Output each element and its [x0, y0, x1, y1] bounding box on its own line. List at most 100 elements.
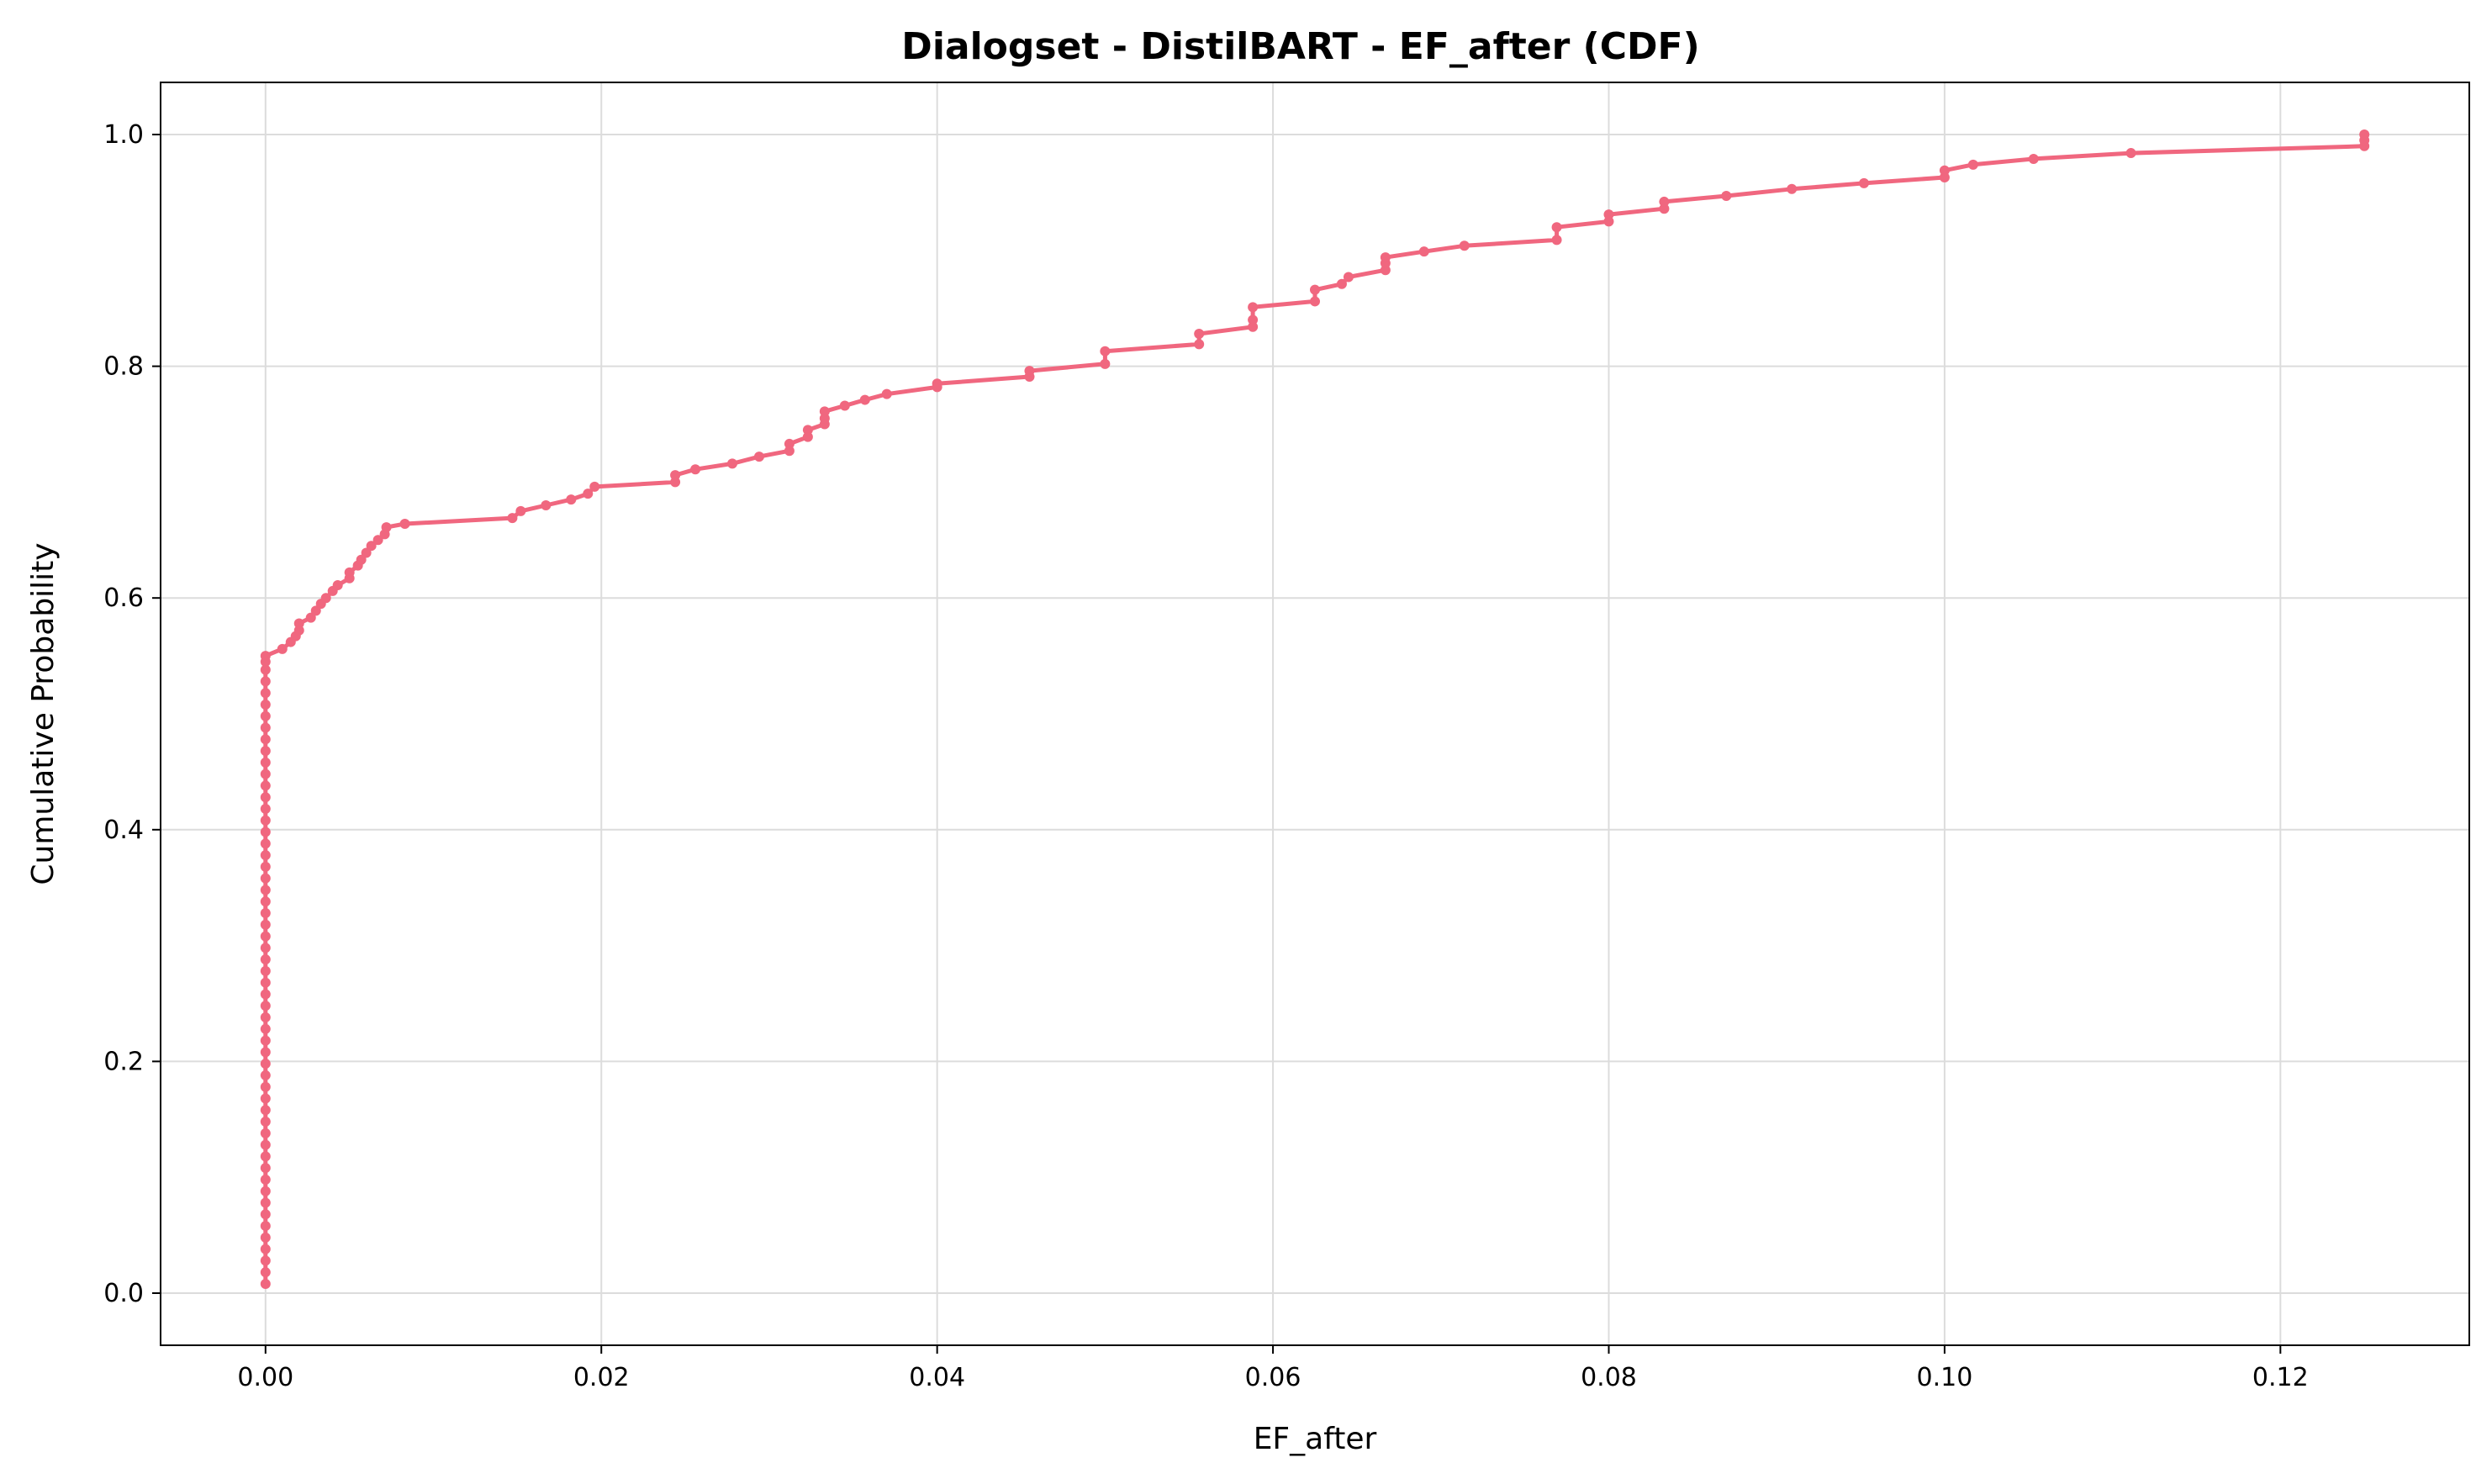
cdf-point	[361, 547, 372, 558]
cdf-point	[260, 1035, 271, 1046]
cdf-point	[1248, 302, 1259, 313]
grid	[161, 82, 2469, 1345]
cdf-point	[260, 780, 271, 791]
cdf-point	[260, 885, 271, 895]
cdf-point	[1343, 272, 1354, 283]
cdf-point	[566, 494, 577, 505]
cdf-point	[670, 470, 681, 481]
cdf-point	[260, 1209, 271, 1220]
cdf-point	[1310, 284, 1320, 295]
cdf-point	[1310, 296, 1320, 307]
cdf-point	[260, 651, 271, 662]
chart-title: Dialogset - DistilBART - EF_after (CDF)	[901, 25, 1699, 68]
cdf-point	[260, 977, 271, 988]
cdf-point	[260, 943, 271, 953]
cdf-point	[260, 768, 271, 779]
cdf-point	[839, 400, 850, 411]
cdf-point	[260, 1186, 271, 1196]
cdf-point	[260, 919, 271, 930]
cdf-point	[1459, 240, 1470, 251]
x-tick-label: 0.06	[1245, 1363, 1301, 1392]
cdf-point	[260, 873, 271, 884]
cdf-point	[260, 734, 271, 745]
cdf-point	[260, 1163, 271, 1174]
cdf-point	[2028, 153, 2039, 164]
cdf-point	[589, 481, 600, 492]
cdf-point	[1603, 209, 1614, 220]
cdf-point	[753, 452, 764, 462]
cdf-point	[1967, 159, 1978, 170]
cdf-point	[583, 489, 594, 499]
cdf-point	[260, 699, 271, 710]
cdf-point	[260, 861, 271, 872]
cdf-point	[1787, 183, 1798, 194]
cdf-point	[293, 625, 304, 636]
cdf-point	[784, 438, 795, 449]
cdf-point	[1100, 358, 1111, 369]
cdf-point	[260, 1023, 271, 1034]
y-tick-label: 0.2	[103, 1047, 144, 1076]
cdf-point	[541, 499, 552, 510]
cdf-point	[932, 378, 942, 389]
cdf-point	[1380, 265, 1391, 276]
y-axis: 0.0 0.2 0.4 0.6 0.8 1.0	[103, 120, 161, 1308]
cdf-point	[515, 505, 526, 516]
cdf-point	[1248, 321, 1259, 332]
cdf-point	[802, 425, 813, 436]
cdf-point	[260, 1267, 271, 1278]
y-tick-label: 0.8	[103, 352, 144, 382]
cdf-point	[1859, 177, 1870, 188]
cdf-point	[305, 612, 316, 623]
cdf-point	[260, 1174, 271, 1185]
cdf-point	[507, 513, 518, 524]
cdf-point	[344, 567, 355, 578]
cdf-point	[260, 1197, 271, 1208]
cdf-point	[260, 1232, 271, 1243]
cdf-point	[1659, 196, 1670, 207]
cdf-point	[1603, 216, 1614, 227]
cdf-point	[1551, 235, 1562, 246]
y-tick-label: 0.4	[103, 816, 144, 845]
cdf-point	[1024, 366, 1035, 377]
cdf-point	[260, 792, 271, 803]
cdf-point	[881, 388, 892, 399]
cdf-point	[293, 618, 304, 629]
cdf-point	[260, 1255, 271, 1266]
x-axis: 0.00 0.02 0.04 0.06 0.08 0.10 0.12	[237, 1345, 2309, 1392]
x-tick-label: 0.10	[1917, 1363, 1973, 1392]
cdf-point	[260, 1244, 271, 1254]
cdf-point	[356, 554, 367, 565]
cdf-point	[260, 989, 271, 1000]
cdf-point	[260, 722, 271, 733]
cdf-point	[819, 413, 830, 424]
x-tick-label: 0.04	[909, 1363, 965, 1392]
cdf-point	[260, 908, 271, 919]
plot-area	[260, 129, 2370, 1289]
cdf-point	[727, 458, 738, 469]
cdf-point	[260, 1012, 271, 1023]
cdf-point	[260, 757, 271, 768]
cdf-point	[260, 1139, 271, 1150]
cdf-point	[260, 1059, 271, 1069]
cdf-point	[2359, 129, 2370, 140]
cdf-point	[260, 1117, 271, 1128]
y-tick-label: 1.0	[103, 120, 144, 150]
cdf-point	[260, 896, 271, 907]
y-tick-label: 0.6	[103, 584, 144, 613]
cdf-point	[784, 446, 795, 457]
cdf-point	[399, 519, 410, 530]
cdf-point	[260, 664, 271, 675]
cdf-point	[332, 580, 343, 591]
cdf-point	[260, 688, 271, 699]
cdf-point	[260, 1081, 271, 1092]
cdf-point	[260, 746, 271, 757]
cdf-point	[1659, 203, 1670, 214]
cdf-point	[1248, 314, 1259, 325]
cdf-point	[1194, 329, 1205, 340]
cdf-point	[260, 965, 271, 976]
cdf-point	[1939, 165, 1950, 176]
cdf-point	[260, 1151, 271, 1162]
cdf-point	[260, 850, 271, 861]
